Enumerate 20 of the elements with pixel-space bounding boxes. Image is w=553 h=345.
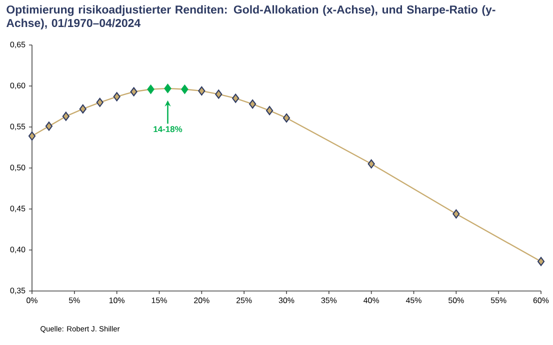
chart-title: Optimierung risikoadjustierter Renditen: Gold-Allokation (x-Achse), und Sharpe-Ratio (y-Achse), 01/1970–04/2024 bbox=[6, 5, 496, 30]
point bbox=[282, 113, 290, 123]
point bbox=[249, 99, 256, 109]
point bbox=[62, 112, 70, 121]
point bbox=[215, 90, 222, 99]
point bbox=[147, 84, 154, 94]
point bbox=[79, 104, 86, 114]
point bbox=[130, 87, 138, 96]
point bbox=[113, 92, 120, 102]
point bbox=[452, 209, 460, 218]
point bbox=[181, 84, 188, 94]
point bbox=[198, 86, 206, 96]
point bbox=[45, 122, 53, 131]
point bbox=[164, 84, 172, 94]
point bbox=[28, 131, 36, 141]
point bbox=[96, 98, 104, 107]
annotation: 14-18% bbox=[154, 126, 182, 132]
point bbox=[266, 106, 274, 116]
point bbox=[368, 159, 375, 168]
point bbox=[232, 94, 240, 103]
